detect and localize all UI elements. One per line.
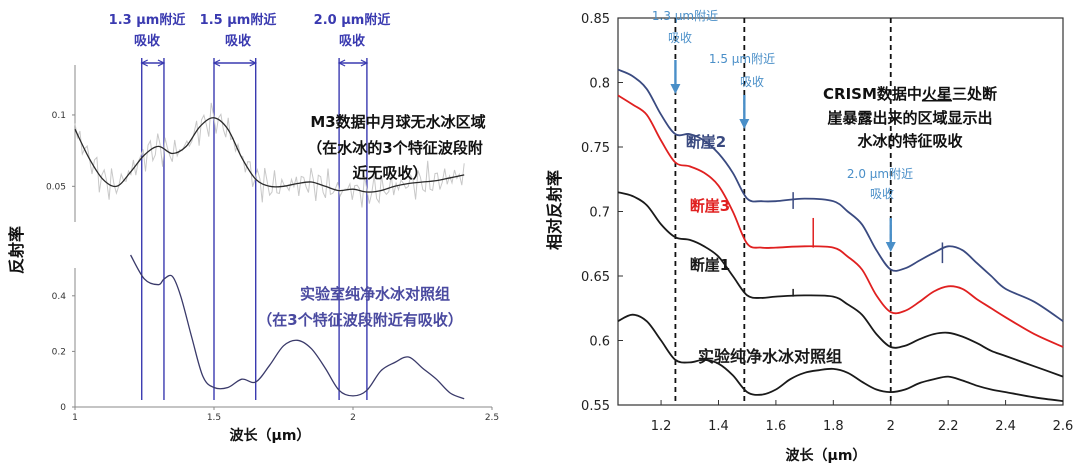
right-chart: 1.2 1.4 1.6 1.8 2 2.2 2.4 2.6 0.55 0.6 0.65 0.7 0.7… <box>545 9 1073 464</box>
series-label-cliff1: 断崖1 <box>690 256 730 274</box>
left-lower-annotation-note: （在3个特征波段附近有吸收） <box>257 311 462 329</box>
right-series-lines <box>617 68 1064 402</box>
band-label-2-line1: 1.5 μm附近 <box>200 12 277 28</box>
marker-label-1-line1: 1.3 μm附近 <box>652 9 718 23</box>
marker-label-3-line2: 吸收 <box>870 187 894 201</box>
left-upper-series-line <box>74 117 465 193</box>
series-line <box>617 68 1064 322</box>
right-annotation-line1-post: 三处断 <box>952 85 997 103</box>
band-arrow-right <box>157 59 166 67</box>
right-x-tick-label: 2 <box>887 419 895 434</box>
left-upper-annotation-note1: （在水冰的3个特征波段附 <box>307 139 482 157</box>
right-x-tick-label: 2.4 <box>995 419 1016 434</box>
right-y-tick-label: 0.75 <box>581 141 610 156</box>
left-x-tick-label: 2.5 <box>485 413 499 423</box>
right-marker-lines <box>670 18 896 405</box>
band-arrow-right <box>249 59 258 67</box>
left-upper-y-tick-label: 0.05 <box>46 182 66 192</box>
right-x-tick-label: 1.6 <box>766 419 787 434</box>
series-line <box>617 94 1064 348</box>
right-y-label: 相对反射率 <box>545 170 564 250</box>
marker-arrow-head <box>885 242 896 252</box>
right-x-tick-label: 1.2 <box>651 419 672 434</box>
left-lower-annotation-title: 实验室纯净水冰对照组 <box>300 285 450 303</box>
band-label-1-line1: 1.3 μm附近 <box>109 12 186 28</box>
left-lower-y-tick-label: 0 <box>60 403 66 413</box>
right-y-tick-label: 0.7 <box>589 206 610 221</box>
right-y-tick-label: 0.85 <box>581 12 610 27</box>
series-label-cliff2: 断崖2 <box>686 133 726 151</box>
band-label-3-line2: 吸收 <box>339 33 366 49</box>
band-arrow-left <box>337 59 346 67</box>
right-y-tick-label: 0.65 <box>581 270 610 285</box>
band-arrow-right <box>360 59 369 67</box>
marker-arrow-head <box>739 119 750 129</box>
marker-label-1-line2: 吸收 <box>668 31 692 45</box>
left-upper-y-ticks: 0.1 0.05 <box>46 111 75 192</box>
left-x-tick-label: 2 <box>350 413 356 423</box>
left-chart: 1 1.5 2 2.5 0.1 0.05 0.4 0.2 0 1.3 μm附近 吸收 1.5… <box>7 12 499 444</box>
right-annotation-line1-em: 火星 <box>922 85 952 103</box>
marker-label-2-line1: 1.5 μm附近 <box>709 52 775 66</box>
marker-label-2-line2: 吸收 <box>740 75 764 89</box>
right-y-tick-label: 0.8 <box>589 77 610 92</box>
right-y-ticks: 0.55 0.6 0.65 0.7 0.75 0.8 0.85 <box>581 12 623 414</box>
right-x-tick-label: 1.4 <box>708 419 729 434</box>
right-x-ticks: 1.2 1.4 1.6 1.8 2 2.2 2.4 2.6 <box>651 400 1074 434</box>
band-label-1-line2: 吸收 <box>134 33 161 49</box>
left-x-tick-label: 1 <box>72 413 78 423</box>
left-lower-y-ticks: 0.4 0.2 0 <box>52 292 75 413</box>
left-x-label: 波长（μm） <box>230 427 311 444</box>
left-lower-y-tick-label: 0.2 <box>52 347 66 357</box>
right-annotation-line2: 崖暴露出来的区域显示出 <box>827 109 992 127</box>
right-annotation-line1-pre: CRISM数据中 <box>823 85 922 103</box>
right-x-tick-label: 1.8 <box>823 419 844 434</box>
band-arrow-left <box>140 59 148 67</box>
right-annotation-line3: 水冰的特征吸收 <box>857 132 962 150</box>
right-x-label: 波长（μm） <box>786 447 867 464</box>
left-y-label: 反射率 <box>7 226 26 274</box>
right-annotation-line1: CRISM数据中火星三处断 <box>823 85 997 103</box>
left-x-tick-label: 1.5 <box>207 413 221 423</box>
right-x-tick-label: 2.2 <box>938 419 959 434</box>
marker-arrow-head <box>670 84 681 94</box>
left-upper-noise-line <box>74 102 465 208</box>
band-arrow-left <box>212 59 221 67</box>
left-lower-y-tick-label: 0.4 <box>52 292 67 302</box>
right-x-tick-label: 2.6 <box>1053 419 1074 434</box>
right-y-tick-label: 0.6 <box>589 335 610 350</box>
series-label-pure-ice: 实验纯净水冰对照组 <box>698 347 842 366</box>
series-line <box>617 313 1064 402</box>
band-label-2-line2: 吸收 <box>225 33 252 49</box>
left-x-ticks: 1 1.5 2 2.5 <box>72 407 499 423</box>
series-label-cliff3: 断崖3 <box>690 197 730 215</box>
marker-label-3-line1: 2.0 μm附近 <box>847 167 913 181</box>
left-upper-annotation-note2: 近无吸收） <box>352 164 427 182</box>
right-y-tick-label: 0.55 <box>581 399 610 414</box>
series-line <box>617 191 1064 378</box>
left-upper-annotation-title: M3数据中月球无水冰区域 <box>310 113 485 131</box>
left-lower-series-line <box>130 254 465 400</box>
band-label-3-line1: 2.0 μm附近 <box>314 12 391 28</box>
left-band-lines <box>140 58 369 400</box>
left-upper-y-tick-label: 0.1 <box>52 111 66 121</box>
